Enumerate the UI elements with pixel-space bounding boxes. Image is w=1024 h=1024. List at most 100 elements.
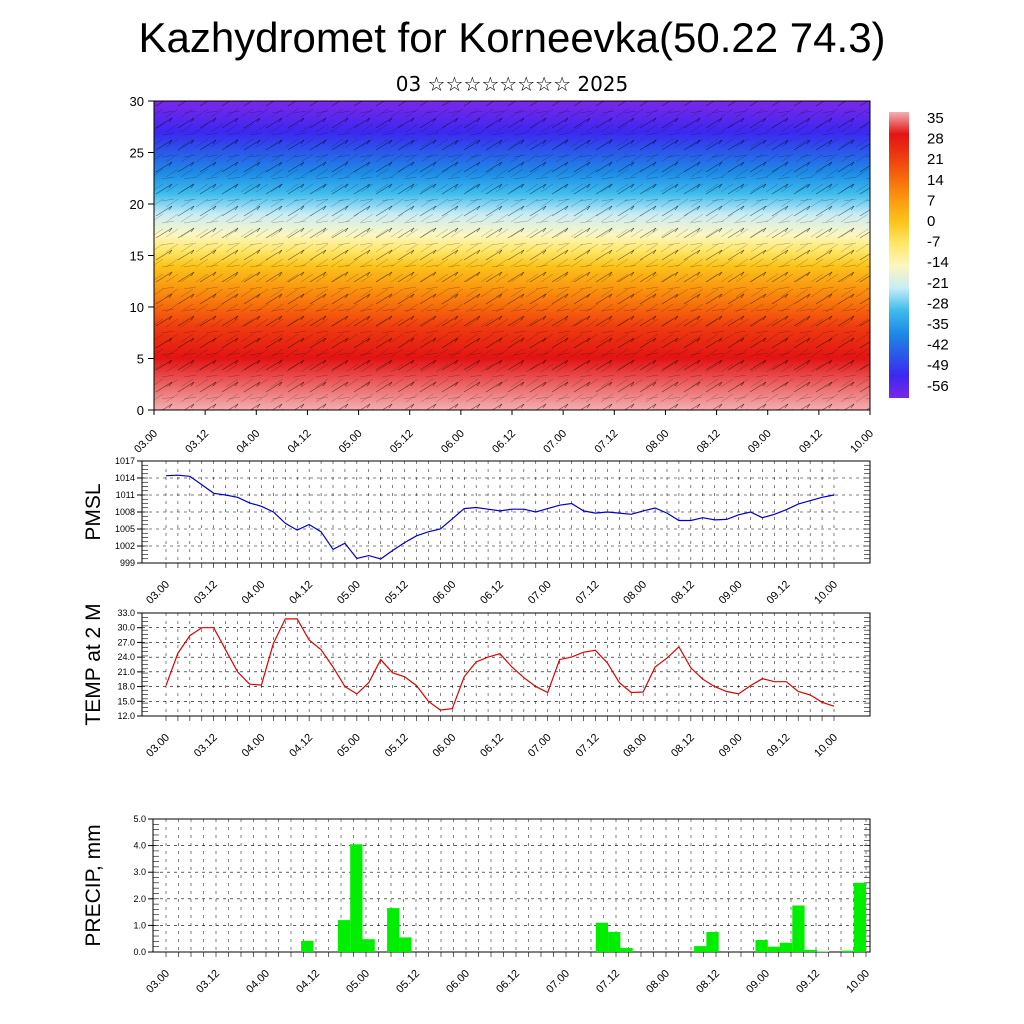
x-tick-label: 05.12 <box>383 732 411 760</box>
precip-bar <box>337 920 351 952</box>
streamlines <box>154 101 870 410</box>
x-tick-label: 07.00 <box>541 428 569 456</box>
colorbar-label: 14 <box>927 172 944 189</box>
x-tick-label: 09.00 <box>744 968 772 996</box>
colorbar-label: -42 <box>927 337 949 354</box>
precip-bar <box>841 950 854 952</box>
precip-bar <box>362 939 375 952</box>
x-tick-label: 04.00 <box>244 968 272 996</box>
x-tick-label: 08.00 <box>621 732 649 760</box>
colorbar-label: 21 <box>927 151 944 168</box>
x-tick-label: 03.00 <box>144 968 172 996</box>
x-tick-label: 08.00 <box>644 968 672 996</box>
colorbar-bar <box>889 112 909 398</box>
precip-bar <box>804 949 817 952</box>
x-tick-label: 08.12 <box>669 732 697 760</box>
colorbar-label: 0 <box>927 213 935 230</box>
y-tick-label: 18.0 <box>117 682 135 692</box>
x-tick-label: 10.00 <box>844 968 872 996</box>
x-tick-label: 07.12 <box>592 428 620 456</box>
y-tick-label: 12.0 <box>117 711 135 721</box>
x-tick-label: 09.00 <box>746 428 774 456</box>
x-tick-label: 03.12 <box>194 968 222 996</box>
x-tick-label: 04.12 <box>287 579 315 607</box>
x-tick-label: 05.12 <box>394 968 422 996</box>
precip-bar <box>755 940 768 952</box>
precip-bar <box>792 905 805 952</box>
x-tick-label: 08.12 <box>694 968 722 996</box>
x-tick-label: 03.00 <box>144 579 172 607</box>
y-tick-label: 0.0 <box>133 947 146 957</box>
precip-bar <box>780 942 793 952</box>
y-tick-label: 4.0 <box>133 841 146 851</box>
colorbar-label: -49 <box>927 357 949 374</box>
x-tick-label: 04.12 <box>287 732 315 760</box>
y-tick-label: 1008 <box>115 507 135 517</box>
x-tick-label: 07.00 <box>526 732 554 760</box>
precip-bar <box>816 951 830 952</box>
x-tick-label: 06.12 <box>490 428 518 456</box>
x-tick-label: 09.12 <box>797 428 825 456</box>
y-tick-label: 1.0 <box>133 920 146 930</box>
y-tick-label: 20 <box>130 197 144 212</box>
y-tick-label: 5 <box>137 352 144 367</box>
y-tick-label: 1014 <box>115 473 135 483</box>
x-tick-label: 08.00 <box>644 428 672 456</box>
x-tick-label: 09.12 <box>794 968 822 996</box>
x-tick-label: 03.00 <box>132 428 160 456</box>
cross-section-panel: 0 5 10 15 20 25 30 03.00 03.12 04.00 04.12 05.00 05.… <box>130 94 877 456</box>
x-tick-label: 04.00 <box>240 579 268 607</box>
x-tick-label: 05.00 <box>344 968 372 996</box>
x-tick-label: 03.12 <box>192 579 220 607</box>
precip-bar <box>301 940 314 952</box>
y-tick-label: 1011 <box>116 490 135 500</box>
precip-bar <box>387 908 400 952</box>
precip-bar <box>608 932 621 952</box>
y-tick-label: 3.0 <box>133 867 146 877</box>
chart-subtitle: 03 ☆☆☆☆☆☆☆☆ 2025 <box>395 72 629 96</box>
x-tick-label: 06.00 <box>439 428 467 456</box>
x-tick-label: 06.12 <box>478 579 506 607</box>
y-tick-label: 21.0 <box>117 667 135 677</box>
y-tick-label: 10 <box>130 300 144 315</box>
precip-bar <box>694 946 707 952</box>
series-line <box>165 474 835 560</box>
x-tick-label: 03.00 <box>144 732 172 760</box>
colorbar-label: -56 <box>927 378 949 395</box>
precip-bar <box>399 937 412 952</box>
precip-bar <box>767 946 781 952</box>
x-tick-label: 08.12 <box>695 428 723 456</box>
precipitation-panel: 0.0 1.0 2.0 3.0 4.0 5.0 03.00 03.12 04.00 04.12 05… <box>82 814 872 996</box>
x-tick-label: 09.12 <box>764 732 792 760</box>
x-tick-label: 06.00 <box>444 968 472 996</box>
x-tick-label: 10.00 <box>848 428 876 456</box>
y-tick-label: 15.0 <box>117 696 135 706</box>
x-tick-label: 05.12 <box>383 579 411 607</box>
x-tick-label: 06.00 <box>430 732 458 760</box>
colorbar-label: -35 <box>927 316 949 333</box>
x-tick-label: 07.00 <box>526 579 554 607</box>
colorbar-label: -28 <box>927 295 949 312</box>
temperature-panel: 12.0 15.0 18.0 21.0 24.0 27.0 30.0 33.0 03.00 03.… <box>82 603 871 760</box>
y-tick-label: 0 <box>137 403 144 418</box>
x-tick-label: 04.00 <box>240 732 268 760</box>
colorbar-label: -21 <box>927 275 949 292</box>
x-tick-label: 07.12 <box>594 968 622 996</box>
x-tick-label: 08.00 <box>621 579 649 607</box>
precip-bar <box>595 922 609 952</box>
precip-bar <box>350 844 363 952</box>
pmsl-panel: 999 1002 1005 1008 1011 1014 1017 03.00 03.12 04.… <box>82 456 871 607</box>
series-line <box>165 618 835 711</box>
x-tick-label: 05.00 <box>337 428 365 456</box>
y-tick-label: 24.0 <box>117 652 135 662</box>
y-tick-label: 25 <box>130 146 144 161</box>
y-tick-label: 33.0 <box>117 608 135 618</box>
colorbar-label: -7 <box>927 234 940 251</box>
x-tick-label: 03.12 <box>192 732 220 760</box>
y-axis-label: PMSL <box>82 483 105 540</box>
x-tick-label: 06.12 <box>494 968 522 996</box>
y-tick-label: 30 <box>130 94 144 109</box>
x-tick-label: 09.12 <box>764 579 792 607</box>
y-tick-label: 1005 <box>115 524 135 534</box>
